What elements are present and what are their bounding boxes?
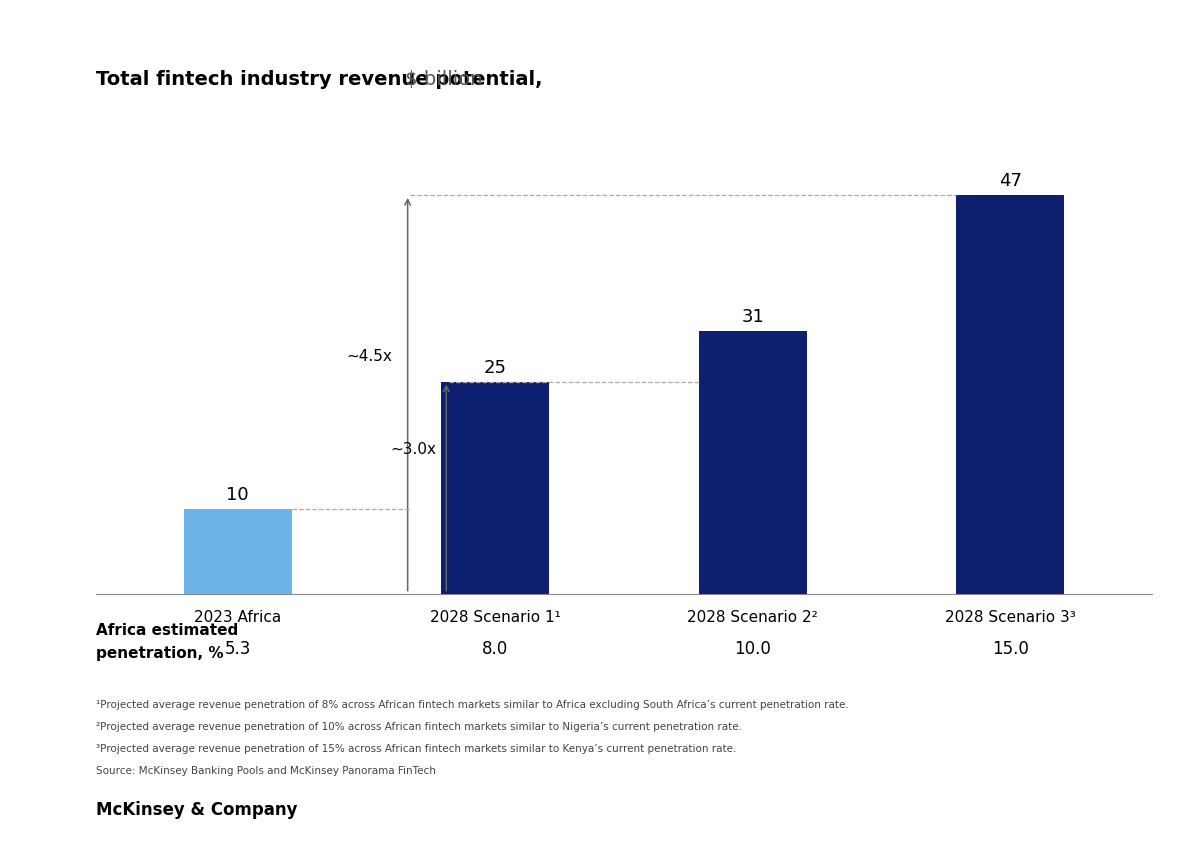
Text: 10.0: 10.0 [734,640,772,658]
Text: Total fintech industry revenue potential,: Total fintech industry revenue potential… [96,70,542,89]
Text: 25: 25 [484,359,506,377]
Bar [956,195,1064,594]
Text: ¹Projected average revenue penetration of 8% across African fintech markets simi: ¹Projected average revenue penetration o… [96,700,848,710]
Text: Africa estimated: Africa estimated [96,623,239,639]
Text: 10: 10 [227,486,248,504]
Text: 47: 47 [998,172,1022,190]
Text: penetration, %: penetration, % [96,646,223,661]
Bar [184,509,292,594]
Text: ³Projected average revenue penetration of 15% across African fintech markets sim: ³Projected average revenue penetration o… [96,744,737,754]
Text: $ billion: $ billion [398,70,482,89]
Text: 8.0: 8.0 [482,640,509,658]
Text: Source: McKinsey Banking Pools and McKinsey Panorama FinTech: Source: McKinsey Banking Pools and McKin… [96,766,436,776]
Text: ~4.5x: ~4.5x [347,349,392,364]
Bar [698,331,806,594]
Text: ~3.0x: ~3.0x [390,442,436,457]
Bar [442,382,550,594]
Text: 31: 31 [742,308,764,326]
Text: McKinsey & Company: McKinsey & Company [96,801,298,819]
Text: 15.0: 15.0 [992,640,1028,658]
Text: 5.3: 5.3 [224,640,251,658]
Text: ²Projected average revenue penetration of 10% across African fintech markets sim: ²Projected average revenue penetration o… [96,722,742,732]
